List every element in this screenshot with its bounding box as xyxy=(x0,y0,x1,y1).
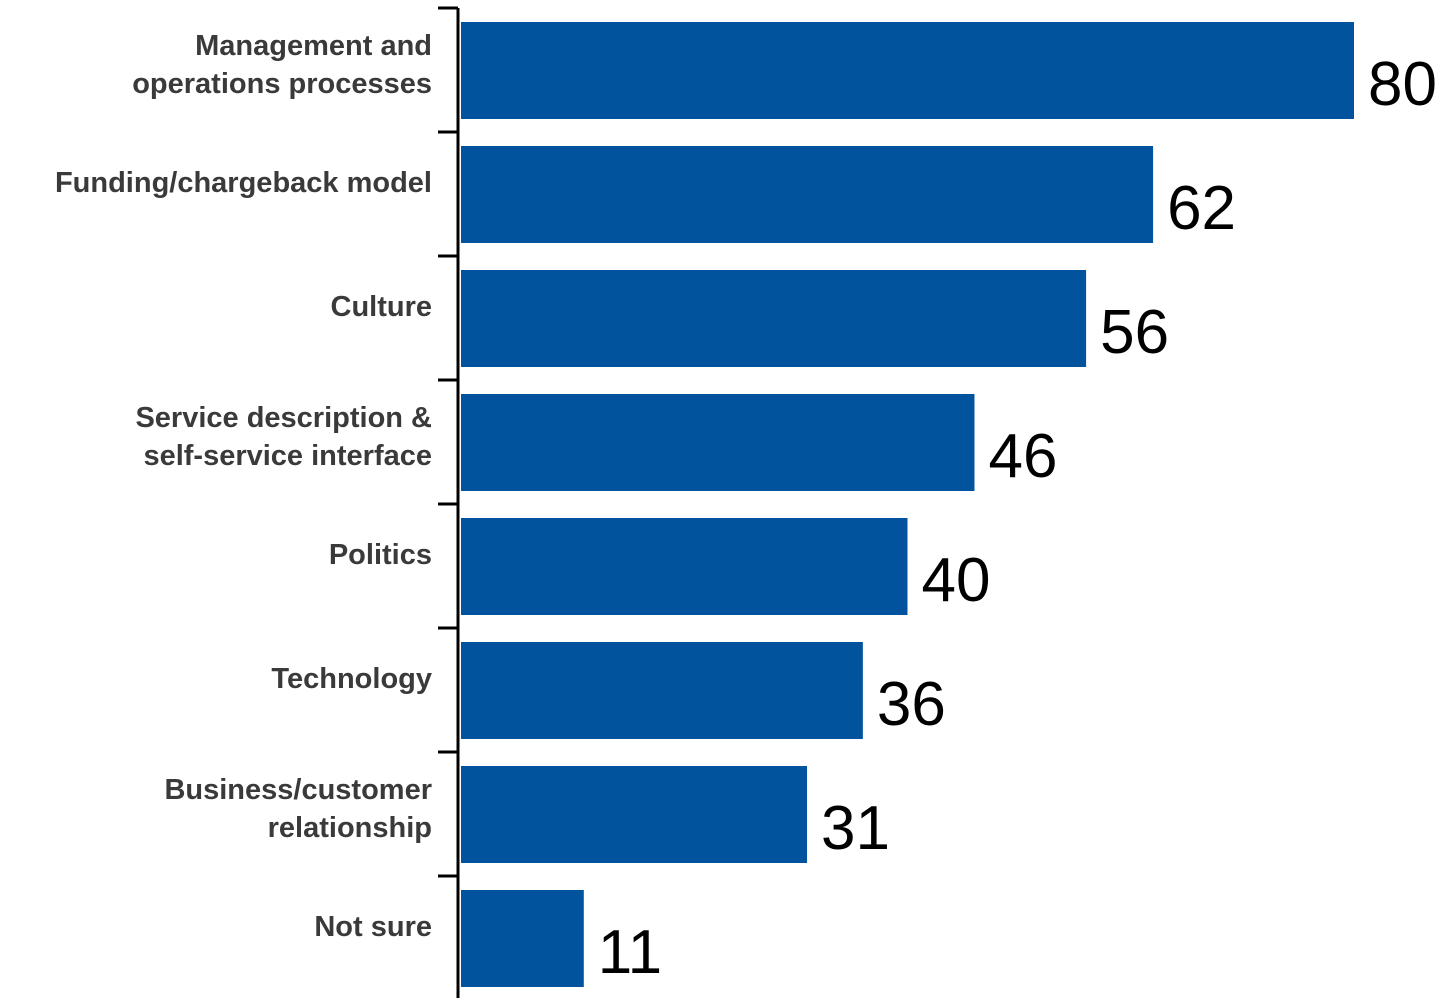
value-labels-group: 80 62 56 46 40 36 31 11 xyxy=(598,50,1437,987)
y-axis xyxy=(438,6,460,998)
data-label: 56 xyxy=(1100,298,1169,367)
category-label-line: relationship xyxy=(268,812,432,844)
category-label: Funding/chargeback model xyxy=(55,167,432,199)
category-label-line: Funding/chargeback model xyxy=(55,167,432,199)
category-label-line: Politics xyxy=(329,539,432,571)
category-label-line: Culture xyxy=(331,291,433,323)
data-label: 46 xyxy=(988,422,1057,491)
data-label: 40 xyxy=(922,546,991,615)
category-label-line: Service description & xyxy=(135,402,432,434)
data-label: 11 xyxy=(598,918,662,987)
category-label-line: Not sure xyxy=(314,911,432,943)
bar xyxy=(461,394,975,491)
category-label-line: operations processes xyxy=(132,68,432,100)
data-label: 31 xyxy=(821,794,890,863)
bar xyxy=(461,146,1154,243)
data-label: 36 xyxy=(877,670,946,739)
bar xyxy=(461,890,584,987)
category-label-line: Management and xyxy=(195,30,432,62)
category-label: Politics xyxy=(329,539,432,571)
category-label-line: self-service interface xyxy=(143,440,432,472)
category-label: Culture xyxy=(331,291,433,323)
category-label: Not sure xyxy=(314,911,432,943)
data-label: 80 xyxy=(1368,50,1437,119)
category-label: Business/customer relationship xyxy=(164,774,432,844)
category-label: Management and operations processes xyxy=(132,30,432,100)
category-label-line: Business/customer xyxy=(164,774,432,806)
bars-group xyxy=(461,22,1354,987)
data-label: 62 xyxy=(1167,174,1236,243)
bar xyxy=(461,270,1087,367)
bar xyxy=(461,518,908,615)
bar xyxy=(461,642,863,739)
category-label-line: Technology xyxy=(271,663,432,695)
category-label: Service description & self-service interf… xyxy=(135,402,432,472)
bar xyxy=(461,22,1354,119)
bar xyxy=(461,766,808,863)
category-label: Technology xyxy=(271,663,432,695)
category-labels-group: Management and operations processes Fundin… xyxy=(55,30,432,943)
